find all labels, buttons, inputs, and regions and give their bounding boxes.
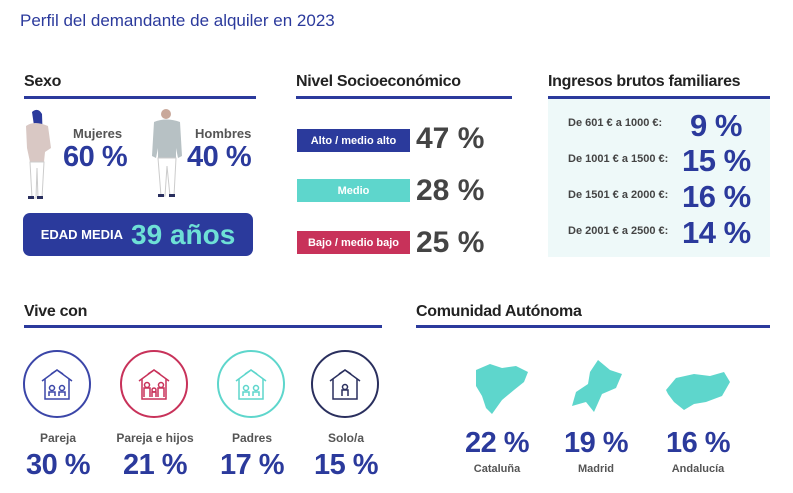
edad-media-label: EDAD MEDIA bbox=[40, 227, 124, 242]
divider bbox=[548, 96, 770, 99]
hombres-value: 40 % bbox=[187, 141, 252, 173]
woman-figure-icon bbox=[26, 109, 51, 199]
hombres-label: Hombres bbox=[195, 126, 252, 141]
vive-header: Vive con bbox=[24, 303, 88, 320]
ingresos-label: De 1501 € a 2000 €: bbox=[568, 189, 669, 201]
nivel-bar-medio: Medio bbox=[297, 179, 410, 202]
vive-value: 17 % bbox=[219, 449, 285, 481]
page-title: Perfil del demandante de alquiler en 202… bbox=[20, 11, 335, 30]
comunidad-value: 19 % bbox=[563, 427, 629, 459]
sexo-header: Sexo bbox=[24, 73, 62, 90]
edad-media-box: EDAD MEDIA 39 años bbox=[23, 213, 253, 256]
house-single-icon bbox=[329, 369, 361, 400]
vive-circle bbox=[311, 350, 379, 418]
divider bbox=[416, 325, 770, 328]
madrid-map-icon bbox=[572, 360, 622, 412]
man-figure-icon bbox=[152, 109, 182, 197]
mujeres-value: 60 % bbox=[63, 141, 128, 173]
vive-value: 15 % bbox=[313, 449, 379, 481]
ingresos-label: De 2001 € a 2500 €: bbox=[568, 225, 669, 237]
ingresos-label: De 1001 € a 1500 €: bbox=[568, 153, 669, 165]
vive-circle bbox=[120, 350, 188, 418]
house-couple-icon bbox=[41, 369, 73, 400]
vive-circle bbox=[23, 350, 91, 418]
ingresos-panel bbox=[548, 99, 770, 257]
nivel-value-medio: 28 % bbox=[416, 174, 485, 207]
divider bbox=[24, 96, 256, 99]
edad-media-value: 39 años bbox=[131, 218, 236, 250]
andalucia-map-icon bbox=[666, 372, 730, 410]
ingresos-value: 15 % bbox=[682, 143, 751, 178]
comunidad-value: 16 % bbox=[665, 427, 731, 459]
divider bbox=[296, 96, 512, 99]
ingresos-header: Ingresos brutos familiares bbox=[548, 73, 741, 90]
comunidad-value: 22 % bbox=[464, 427, 530, 459]
comunidad-label: Andalucía bbox=[671, 463, 725, 475]
ingresos-label: De 601 € a 1000 €: bbox=[568, 117, 663, 129]
vive-value: 30 % bbox=[25, 449, 91, 481]
nivel-value-bajo: 25 % bbox=[416, 226, 485, 259]
vive-label: Pareja e hijos bbox=[116, 431, 194, 445]
mujeres-label: Mujeres bbox=[73, 126, 123, 141]
comunidad-header: Comunidad Autónoma bbox=[416, 303, 582, 320]
ingresos-value: 16 % bbox=[682, 179, 751, 214]
nivel-value-alto: 47 % bbox=[416, 122, 485, 155]
vive-circle bbox=[217, 350, 285, 418]
comunidad-label: Cataluña bbox=[473, 463, 521, 475]
ingresos-value: 9 % bbox=[690, 108, 742, 143]
nivel-bar-alto: Alto / medio alto bbox=[297, 129, 410, 152]
vive-label: Padres bbox=[231, 431, 273, 445]
comunidad-label: Madrid bbox=[577, 463, 615, 475]
nivel-header: Nivel Socioeconómico bbox=[296, 73, 461, 90]
vive-value: 21 % bbox=[122, 449, 188, 481]
house-family-icon bbox=[138, 369, 170, 400]
ingresos-value: 14 % bbox=[682, 215, 751, 250]
cataluna-map-icon bbox=[476, 364, 528, 414]
vive-label: Solo/a bbox=[327, 431, 364, 445]
vive-label: Pareja bbox=[39, 431, 77, 445]
nivel-bar-bajo: Bajo / medio bajo bbox=[297, 231, 410, 254]
house-parents-icon bbox=[235, 369, 267, 400]
divider bbox=[24, 325, 382, 328]
